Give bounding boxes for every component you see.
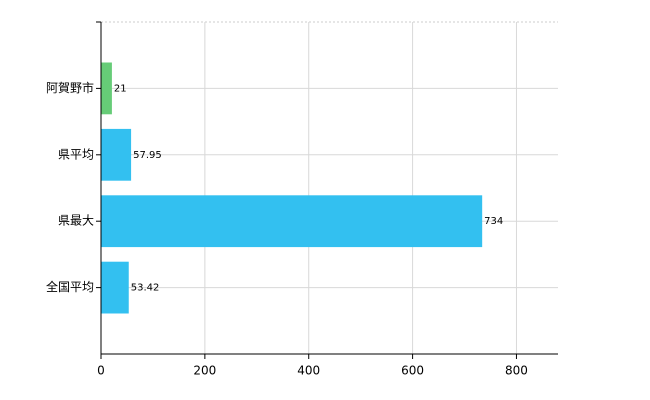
bar bbox=[101, 62, 112, 115]
value-label: 21 bbox=[114, 83, 127, 94]
value-label: 734 bbox=[484, 216, 503, 227]
bar bbox=[101, 261, 129, 314]
x-tick-label: 800 bbox=[505, 364, 528, 378]
bar bbox=[101, 128, 132, 181]
y-tick-label: 阿賀野市 bbox=[46, 80, 94, 95]
value-label: 53.42 bbox=[131, 283, 160, 294]
x-tick-label: 400 bbox=[297, 364, 320, 378]
value-label: 57.95 bbox=[133, 150, 162, 161]
x-tick-label: 600 bbox=[401, 364, 424, 378]
x-tick-label: 0 bbox=[97, 364, 105, 378]
y-tick-label: 県最大 bbox=[58, 214, 94, 228]
y-tick-label: 全国平均 bbox=[46, 279, 94, 294]
bar bbox=[101, 195, 483, 248]
y-tick-label: 県平均 bbox=[58, 147, 94, 161]
x-tick-label: 200 bbox=[193, 364, 216, 378]
